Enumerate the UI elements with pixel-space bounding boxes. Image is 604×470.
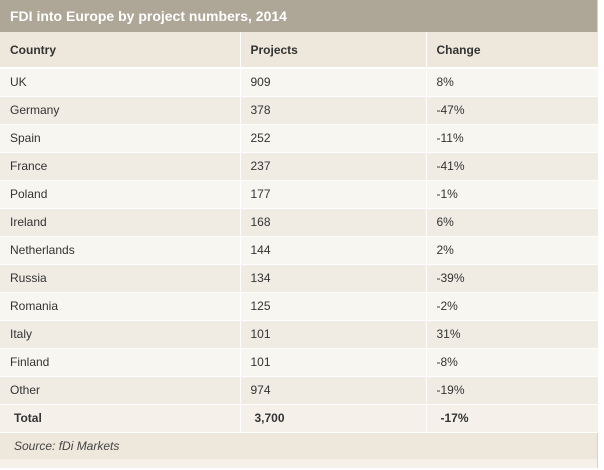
table-row: Russia 134 -39% <box>0 264 598 293</box>
cell-country: Spain <box>0 124 241 153</box>
total-row: Total 3,700 -17% <box>0 404 598 433</box>
table-row: Spain 252 -11% <box>0 124 598 153</box>
cell-projects: 909 <box>240 68 427 97</box>
cell-change: -47% <box>426 96 598 125</box>
cell-projects: 974 <box>240 376 427 405</box>
total-projects: 3,700 <box>240 404 427 433</box>
cell-country: France <box>0 152 241 181</box>
cell-projects: 252 <box>240 124 427 153</box>
cell-country: Russia <box>0 264 241 293</box>
cell-country: Italy <box>0 320 241 349</box>
cell-projects: 177 <box>240 180 427 209</box>
table-row: Romania 125 -2% <box>0 292 598 321</box>
cell-country: Poland <box>0 180 241 209</box>
total-change: -17% <box>426 404 598 433</box>
cell-change: -11% <box>426 124 598 153</box>
cell-change: -19% <box>426 376 598 405</box>
header-row: Country Projects Change <box>0 32 598 69</box>
cell-change: -1% <box>426 180 598 209</box>
cell-change: 8% <box>426 68 598 97</box>
header-projects: Projects <box>240 32 427 69</box>
fdi-table: Country Projects Change UK 909 8% German… <box>0 32 598 433</box>
cell-country: UK <box>0 68 241 97</box>
cell-change: 31% <box>426 320 598 349</box>
header-country: Country <box>0 32 241 69</box>
header-change: Change <box>426 32 598 69</box>
cell-projects: 378 <box>240 96 427 125</box>
cell-projects: 101 <box>240 348 427 377</box>
total-label: Total <box>0 404 241 433</box>
source-note: Source: fDi Markets <box>0 432 597 459</box>
table-row: Other 974 -19% <box>0 376 598 405</box>
cell-projects: 134 <box>240 264 427 293</box>
table-title: FDI into Europe by project numbers, 2014 <box>0 0 597 32</box>
cell-change: -8% <box>426 348 598 377</box>
table-row: France 237 -41% <box>0 152 598 181</box>
table-row: Poland 177 -1% <box>0 180 598 209</box>
table-row: Germany 378 -47% <box>0 96 598 125</box>
cell-projects: 168 <box>240 208 427 237</box>
table-row: Netherlands 144 2% <box>0 236 598 265</box>
cell-country: Netherlands <box>0 236 241 265</box>
cell-projects: 125 <box>240 292 427 321</box>
cell-change: -41% <box>426 152 598 181</box>
cell-projects: 101 <box>240 320 427 349</box>
cell-projects: 237 <box>240 152 427 181</box>
cell-change: -39% <box>426 264 598 293</box>
cell-change: -2% <box>426 292 598 321</box>
table-row: Italy 101 31% <box>0 320 598 349</box>
table-row: UK 909 8% <box>0 68 598 97</box>
cell-change: 2% <box>426 236 598 265</box>
cell-country: Other <box>0 376 241 405</box>
cell-country: Finland <box>0 348 241 377</box>
table-row: Ireland 168 6% <box>0 208 598 237</box>
cell-country: Ireland <box>0 208 241 237</box>
cell-projects: 144 <box>240 236 427 265</box>
cell-country: Germany <box>0 96 241 125</box>
table-row: Finland 101 -8% <box>0 348 598 377</box>
cell-country: Romania <box>0 292 241 321</box>
cell-change: 6% <box>426 208 598 237</box>
